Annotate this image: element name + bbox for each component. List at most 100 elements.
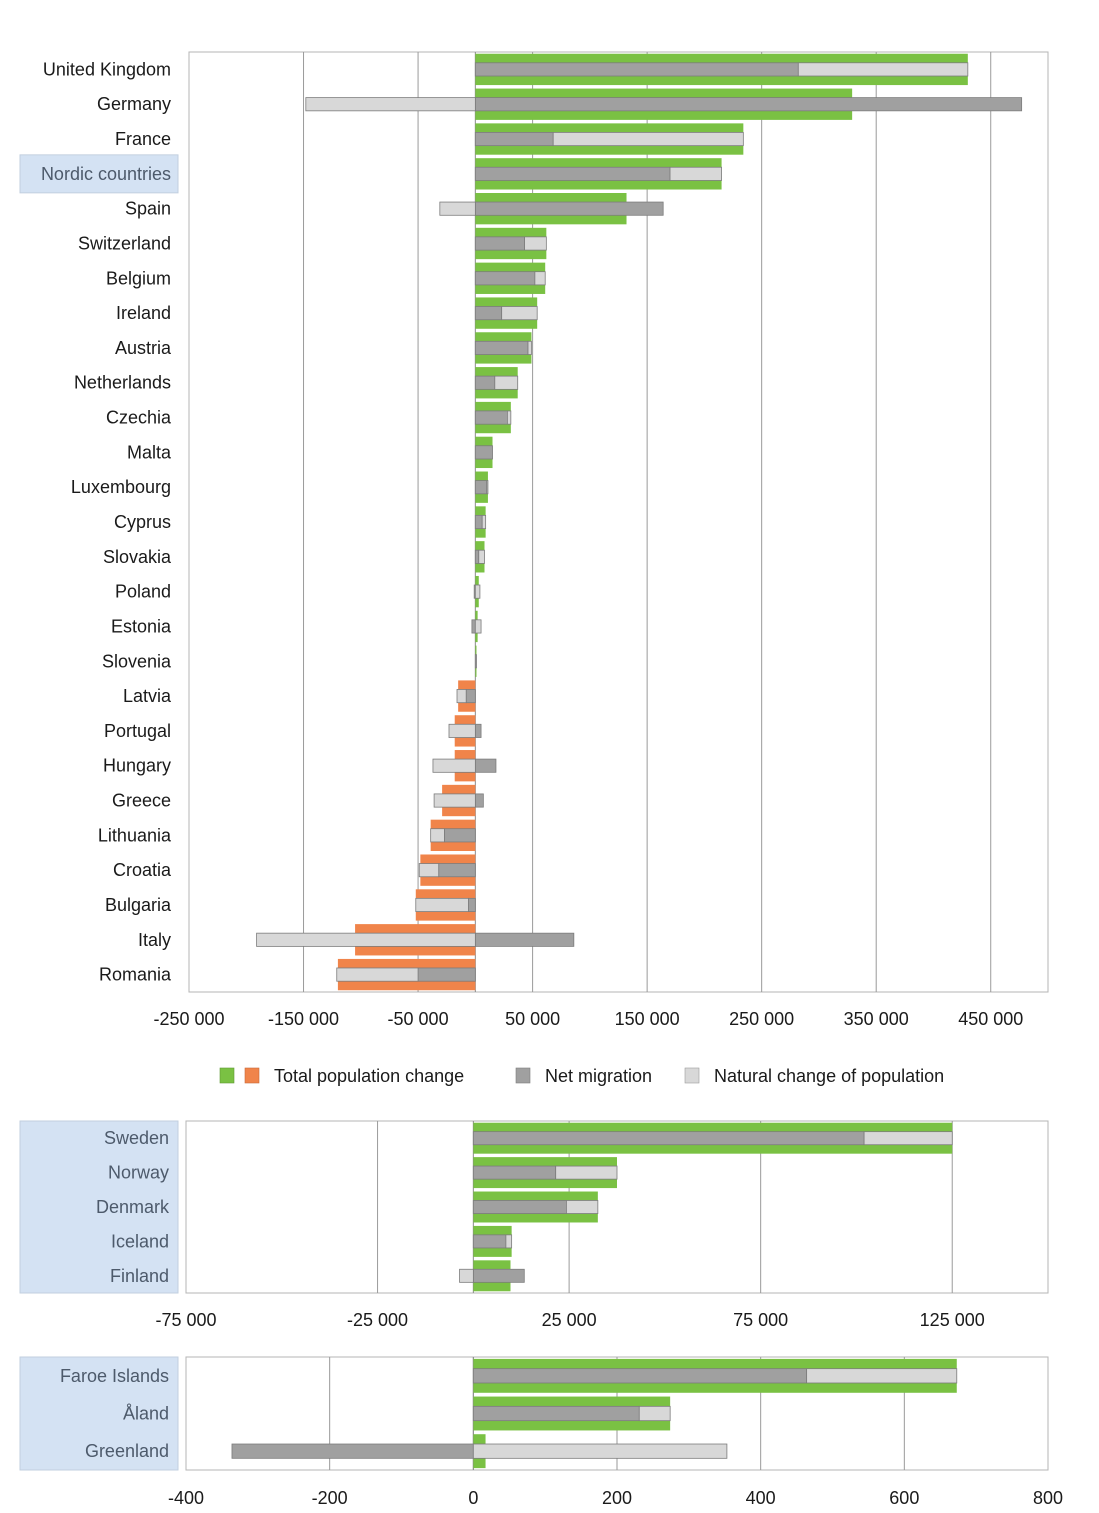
natural-change-bar [534, 271, 546, 286]
bar-group-netherlands [474, 367, 519, 399]
bar-group-aland [472, 1396, 671, 1431]
nordic-label-box [19, 154, 179, 194]
bar-group-croatia [418, 854, 476, 886]
bar-group-slovakia [474, 541, 485, 573]
category-label: Sweden [104, 1128, 169, 1148]
net-migration-bar [474, 410, 508, 425]
category-label: Italy [138, 930, 171, 950]
category-label: Netherlands [74, 373, 171, 393]
category-label: Poland [115, 582, 171, 602]
net-migration-bar [474, 758, 497, 773]
natural-change-bar [432, 758, 476, 773]
net-migration-bar [474, 932, 575, 947]
net-migration-bar [474, 445, 493, 460]
net-migration-bar [472, 1131, 865, 1146]
natural-change-bar [472, 1443, 728, 1459]
bar-group-romania [336, 958, 476, 991]
bar-group-finland [459, 1260, 525, 1292]
net-migration-bar [472, 1405, 640, 1422]
category-label: Åland [123, 1404, 169, 1424]
x-tick-label: 50 000 [505, 1009, 560, 1029]
net-migration-bar [474, 306, 503, 321]
bar-group-france [474, 123, 744, 155]
natural-change-bar [638, 1405, 671, 1422]
bar-group-germany [305, 88, 1023, 120]
natural-change-bar [448, 723, 476, 738]
net-migration-bar [231, 1443, 474, 1459]
category-label: Estonia [111, 616, 172, 636]
x-tick-label: 450 000 [958, 1009, 1023, 1029]
bar-group-portugal [448, 715, 482, 747]
category-label: Austria [115, 338, 172, 358]
natural-change-bar [430, 828, 445, 843]
natural-change-bar [566, 1200, 599, 1214]
natural-change-bar [863, 1131, 953, 1146]
net-migration-bar [474, 166, 671, 181]
net-migration-bar [474, 340, 529, 355]
x-tick-label: 125 000 [920, 1310, 985, 1330]
category-label: Luxembourg [71, 477, 171, 497]
natural-change-bar [494, 375, 519, 390]
x-tick-label: -50 000 [388, 1009, 449, 1029]
natural-change-bar [305, 97, 476, 112]
x-tick-label: -400 [168, 1488, 204, 1508]
natural-change-bar [669, 166, 722, 181]
net-migration-bar [474, 480, 488, 495]
category-label: Faroe Islands [60, 1366, 169, 1386]
bar-group-poland [473, 575, 481, 608]
category-label: Greenland [85, 1441, 169, 1461]
natural-change-bar [527, 340, 532, 355]
natural-change-bar [524, 236, 547, 251]
bar-group-greenland [231, 1434, 728, 1469]
natural-change-bar [439, 201, 476, 216]
natural-change-bar [459, 1268, 474, 1283]
legend-label-natural: Natural change of population [714, 1066, 944, 1086]
bar-group-belgium [474, 262, 546, 294]
nordic-label-box [19, 1356, 179, 1471]
net-migration-bar [474, 793, 484, 808]
category-label: Croatia [113, 860, 172, 880]
bar-group-greece [433, 784, 484, 817]
legend-swatch-total-positive [219, 1067, 235, 1084]
bar-group-united-kingdom [474, 53, 969, 86]
category-label: United Kingdom [43, 59, 171, 79]
legend-swatch-net [515, 1067, 531, 1084]
bar-group-czechia [474, 401, 512, 434]
natural-change-bar [418, 863, 440, 878]
bar-group-austria [474, 332, 532, 364]
natural-change-bar [505, 1234, 513, 1249]
chart-panel-3: -400 -200 0 200 400 600 800 Faroe Islands Åland G… [19, 1356, 1063, 1508]
natural-change-bar [806, 1368, 958, 1384]
net-migration-bar [465, 689, 476, 704]
net-migration-bar [472, 1200, 567, 1214]
x-tick-label: 75 000 [733, 1310, 788, 1330]
net-migration-bar [472, 1165, 557, 1180]
bar-group-sweden [472, 1122, 953, 1154]
net-migration-bar [474, 549, 480, 564]
natural-change-bar [474, 619, 482, 634]
net-migration-bar [438, 863, 476, 878]
bar-group-spain [439, 193, 664, 225]
x-tick-label: 250 000 [729, 1009, 794, 1029]
x-tick-label: 150 000 [615, 1009, 680, 1029]
category-label: Belgium [106, 268, 171, 288]
nordic-label-box [19, 1120, 179, 1294]
net-migration-bar [474, 375, 496, 390]
net-migration-bar [474, 132, 554, 147]
bar-group-cyprus [474, 506, 487, 538]
x-tick-label: 200 [602, 1488, 632, 1508]
net-migration-bar [472, 1234, 507, 1249]
category-label: Norway [108, 1163, 169, 1183]
net-migration-bar [474, 514, 483, 530]
net-migration-bar [444, 828, 476, 843]
natural-change-bar [486, 480, 489, 495]
net-migration-bar [474, 236, 525, 251]
net-migration-bar [468, 897, 476, 912]
net-migration-bar [471, 619, 476, 634]
net-migration-bar [472, 1268, 525, 1283]
net-migration-bar [474, 271, 536, 286]
x-tick-label: -75 000 [155, 1310, 216, 1330]
net-migration-bar [474, 654, 477, 669]
legend-swatch-natural [684, 1067, 700, 1084]
category-label: Lithuania [98, 825, 172, 845]
